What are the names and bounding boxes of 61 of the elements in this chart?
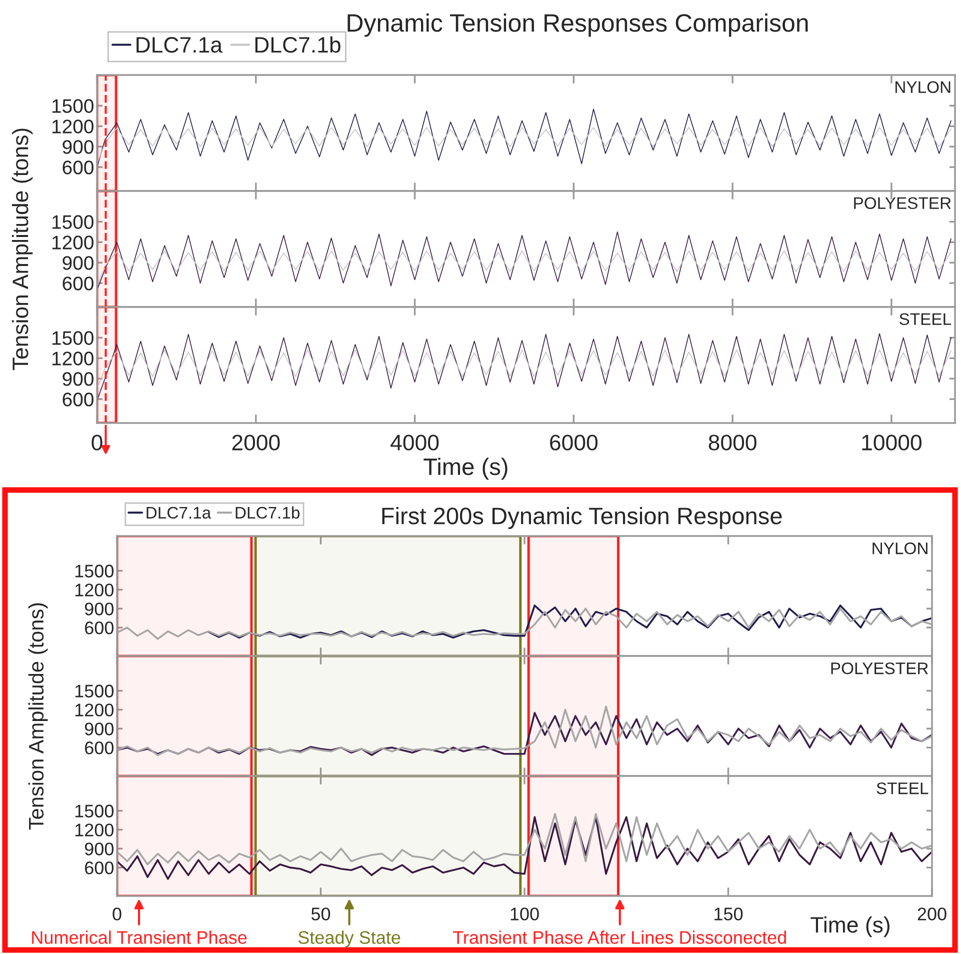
x-axis-title: Time (s) [810, 916, 890, 938]
y-tick-label: 1200 [75, 824, 114, 836]
y-axis-title: Tension Amplitude (tons) [12, 128, 33, 370]
y-tick-label: 600 [62, 160, 94, 174]
line-series [97, 232, 952, 290]
y-tick-label: 1200 [75, 704, 114, 716]
annotation: POLYESTER [854, 197, 951, 210]
line-series [208, 604, 932, 639]
y-axis-title: Tension Amplitude (tons) [28, 603, 48, 830]
y-tick-label: 1500 [52, 99, 94, 113]
x-tick-label: 100 [510, 908, 539, 920]
chart-title: Dynamic Tension Responses Comparison [348, 13, 808, 37]
x-tick-label: 6000 [550, 434, 598, 450]
y-tick-label: 900 [84, 842, 114, 856]
x-tick-label: 200 [918, 908, 946, 920]
line-series [97, 250, 952, 287]
y-tick-label: 1500 [52, 215, 94, 229]
x-tick-label: 150 [714, 908, 743, 920]
y-tick-label: 1500 [52, 331, 94, 345]
line-series [97, 333, 952, 401]
x-tick-label: 0 [92, 434, 102, 450]
y-tick-label: 1200 [52, 236, 94, 250]
x-axis-title: Time (s) [424, 458, 508, 480]
y-tick-label: 600 [85, 742, 114, 754]
text: Steady State [298, 930, 400, 948]
y-tick-label: 900 [84, 602, 114, 616]
y-tick-label: 1200 [52, 120, 94, 134]
y-tick-label: 600 [62, 392, 94, 406]
annotation: POLYESTER [831, 662, 928, 674]
x-tick-label: 4000 [390, 434, 439, 450]
x-tick-label: 2000 [232, 434, 280, 450]
line-series [117, 816, 932, 880]
annotation: NYLON [896, 81, 950, 94]
x-tick-label: 8000 [708, 434, 756, 450]
legend-label: DLC7.1b [236, 506, 300, 519]
x-tick-label: 0 [112, 908, 122, 920]
y-tick-label: 1200 [75, 584, 114, 596]
y-tick-label: 900 [62, 256, 94, 270]
y-tick-label: 1500 [75, 564, 114, 578]
legend-label: DLC7.1a [146, 506, 212, 519]
legend-label: DLC7.1b [255, 36, 340, 53]
x-tick-label: 10000 [862, 434, 922, 450]
annotation: STEEL [876, 782, 928, 794]
x-tick-label: 50 [311, 908, 330, 920]
y-tick-label: 900 [62, 372, 94, 386]
line-series [97, 350, 952, 390]
line-series [97, 127, 952, 164]
y-tick-label: 1200 [52, 352, 94, 366]
y-tick-label: 600 [85, 622, 114, 634]
y-tick-label: 1500 [75, 804, 114, 818]
y-tick-label: 900 [62, 140, 94, 154]
y-tick-label: 900 [84, 722, 114, 736]
y-tick-label: 600 [62, 276, 94, 290]
legend-label: DLC7.1a [136, 36, 222, 53]
annotation: NYLON [872, 542, 928, 554]
text: Numerical Transient Phase [32, 930, 247, 944]
chart-title: First 200s Dynamic Tension Response [382, 506, 782, 530]
y-tick-label: 1500 [75, 684, 114, 698]
annotation: STEEL [900, 313, 952, 326]
y-tick-label: 600 [85, 862, 114, 874]
text: Transient Phase After Lines Dissconected [453, 930, 786, 944]
